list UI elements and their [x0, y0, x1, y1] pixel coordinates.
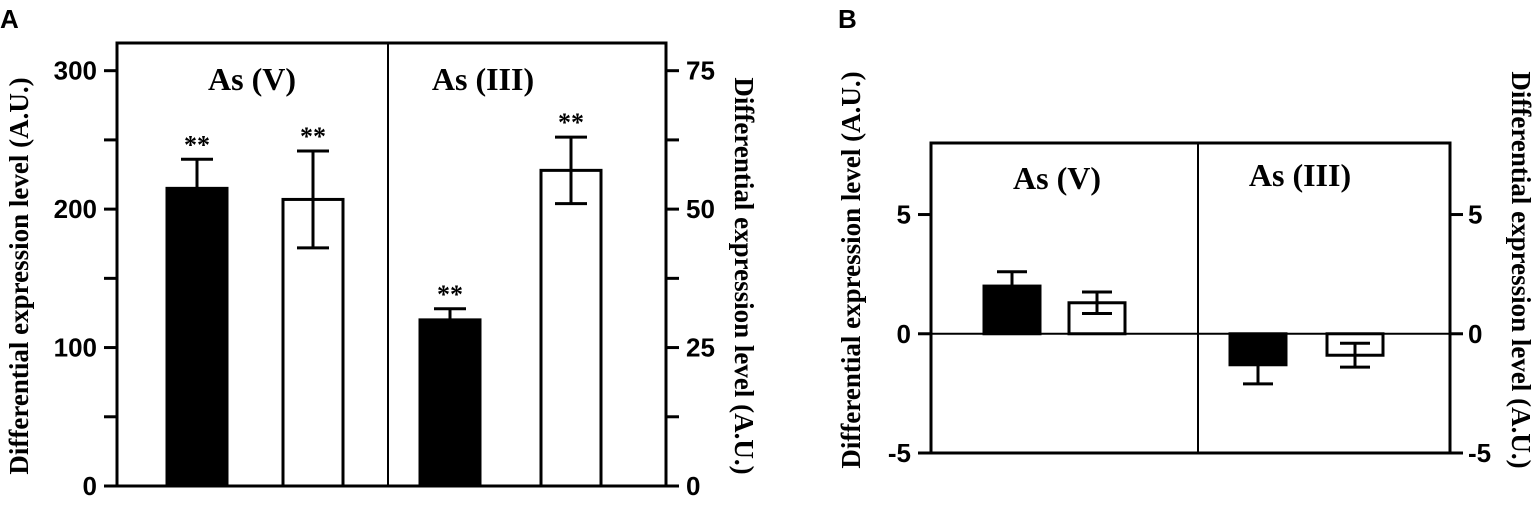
- panel-a-left-axis-title: Differential expression level (A.U.): [4, 77, 34, 474]
- panel-b-frame: [918, 141, 1463, 455]
- panel-b-right-tick-label: 5: [1468, 200, 1482, 230]
- panel-a-left-tick-label: 200: [54, 194, 97, 224]
- panel-b-bars: [982, 270, 1385, 386]
- panel-a-bar: [418, 318, 482, 488]
- panel-b-group-label-as-v: As (V): [1013, 160, 1101, 196]
- panel-a-label: A: [0, 4, 19, 34]
- panel-a-significance-mark: **: [300, 122, 326, 151]
- panel-a-significance-mark: **: [437, 280, 463, 309]
- panel-a-group-label-as-v: As (V): [208, 61, 296, 97]
- panel-a-left-tick-label: 300: [54, 56, 97, 86]
- panel-b-plot-border: [929, 141, 1452, 455]
- panel-b-group-label-as-iii: As (III): [1249, 157, 1351, 193]
- panel-a-right-tick-label: 50: [686, 194, 715, 224]
- panel-a-significance-mark: **: [558, 108, 584, 137]
- panel-a-frame: [104, 41, 679, 488]
- panel-a-left-tick-label: 0: [83, 471, 97, 501]
- panel-a-plot-border: [115, 41, 668, 488]
- panel-b-left-tick-label: -5: [888, 438, 911, 468]
- panel-b-left-tick-label: 5: [897, 200, 911, 230]
- panel-b-bar: [982, 284, 1042, 336]
- panel-a-bar: [165, 186, 229, 488]
- panel-a-bars: ** ** ** **: [165, 108, 603, 488]
- panel-b-left-axis-title: Differential expression level (A.U.): [836, 71, 866, 468]
- panel-b-left-tick-label: 0: [897, 319, 911, 349]
- panel-a-right-tick-label: 25: [686, 333, 715, 363]
- panel-b-right-tick-label: 0: [1468, 319, 1482, 349]
- panel-a-right-tick-labels: 0 25 50 75: [686, 56, 715, 501]
- panel-a-left-tick-labels: 0 100 200 300: [54, 56, 97, 501]
- panel-b-bar: [1228, 332, 1288, 367]
- panel-a-significance-mark: **: [184, 130, 210, 159]
- panel-a-right-tick-label: 0: [686, 471, 700, 501]
- panel-b-right-axis-title: Differential expression level (A.U.): [1506, 71, 1535, 468]
- panel-b-right-tick-label: -5: [1468, 438, 1491, 468]
- panel-b-left-tick-labels: -5 0 5: [888, 200, 911, 468]
- panel-a-right-axis-title: Differential expression level (A.U.): [729, 77, 759, 474]
- panel-a-group-label-as-iii: As (III): [432, 61, 534, 97]
- panel-b-label: B: [838, 4, 857, 34]
- panel-a-left-tick-label: 100: [54, 333, 97, 363]
- panel-b-right-tick-labels: -5 0 5: [1468, 200, 1491, 468]
- panel-a: A ** ** ** ** As (V) As (III) 0 100 200 300 0 2…: [0, 4, 759, 501]
- panel-a-right-tick-label: 75: [686, 56, 715, 86]
- panel-b: B As (V) As (III) -5 0 5 -5 0 5 Differential…: [836, 4, 1535, 469]
- panel-a-bar: [539, 168, 603, 488]
